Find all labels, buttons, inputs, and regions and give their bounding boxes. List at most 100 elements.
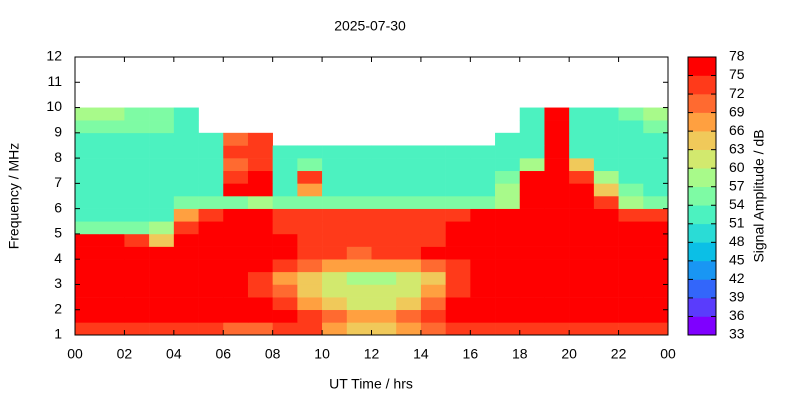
heatmap-cell [569,233,595,247]
heatmap-cell [618,284,644,298]
heatmap-cell [445,259,471,273]
heatmap-cell [149,246,175,260]
colorbar-band [688,57,716,76]
x-axis-label: UT Time / hrs [329,376,413,392]
heatmap-cell [593,233,619,247]
heatmap-cell [124,284,150,298]
heatmap-cell [519,271,545,285]
colorbar-band [688,242,716,262]
heatmap-cell [470,158,496,172]
heatmap-cell [593,132,619,146]
y-tick-label: 8 [54,149,62,165]
heatmap-cell [297,183,323,197]
heatmap-cell [593,309,619,323]
heatmap-cell [371,271,397,285]
heatmap-cell [124,233,150,247]
heatmap-cell [544,246,570,260]
heatmap-cell [173,132,199,146]
heatmap-cell [445,309,471,323]
heatmap-cell [75,233,101,247]
heatmap-cell [223,208,249,222]
colorbar-tick-label: 33 [729,326,745,342]
heatmap-cell [247,309,273,323]
heatmap-cell [173,196,199,209]
heatmap-cell [272,297,298,311]
heatmap-cell [247,170,273,184]
heatmap-cell [643,297,669,311]
heatmap-cell [618,271,644,285]
heatmap-cell [643,120,669,134]
heatmap-cell [569,259,595,273]
heatmap-cell [297,170,323,184]
heatmap-cell [569,271,595,285]
y-tick-label: 11 [47,73,62,89]
heatmap-cell [569,221,595,235]
colorbar-tick-label: 51 [729,215,745,231]
heatmap-cell [371,297,397,311]
heatmap-cell [519,246,545,260]
heatmap-cell [618,196,644,209]
heatmap-cell [223,322,249,336]
heatmap-cell [593,183,619,197]
heatmap-cell [322,183,348,197]
heatmap-cell [297,233,323,247]
heatmap-cell [223,158,249,172]
heatmap-cell [371,221,397,235]
heatmap-cell [322,196,348,209]
heatmap-cell [371,259,397,273]
heatmap-cell [593,246,619,260]
colorbar-band [688,279,716,299]
colorbar-band [688,205,716,225]
heatmap-cell [445,233,471,247]
heatmap-cell [124,208,150,222]
heatmap-cell [495,233,521,247]
heatmap-cell [618,246,644,260]
heatmap-cell [173,259,199,273]
y-axis-label: Frequency / MHz [6,143,22,250]
heatmap-cell [470,322,496,336]
heatmap-cell [495,297,521,311]
heatmap-cell [396,309,422,323]
heatmap-cell [124,221,150,235]
heatmap-cell [544,158,570,172]
heatmap-cell [445,170,471,184]
heatmap-cell [346,158,372,172]
x-tick-label: 10 [314,346,330,362]
heatmap-cell [396,246,422,260]
heatmap-cell [223,271,249,285]
heatmap-cell [247,158,273,172]
heatmap-cell [247,145,273,159]
heatmap-cell [297,271,323,285]
heatmap-cell [569,208,595,222]
colorbar-band [688,297,716,317]
heatmap-cell [124,309,150,323]
heatmap-cell [272,233,298,247]
heatmap-cell [272,145,298,159]
heatmap-cell [618,297,644,311]
heatmap-cell [519,107,545,121]
colorbar-band [688,223,716,243]
heatmap-cell [593,221,619,235]
heatmap-cell [173,183,199,197]
heatmap-cell [272,183,298,197]
heatmap-cell [99,284,125,298]
y-tick-label: 12 [46,48,62,64]
heatmap-cell [519,120,545,134]
heatmap-cell [149,322,175,336]
heatmap-cell [495,145,521,159]
heatmap-cell [149,233,175,247]
heatmap-cell [198,183,224,197]
heatmap-cell [173,120,199,134]
heatmap-cell [99,208,125,222]
heatmap-cell [99,309,125,323]
heatmap-cell [569,132,595,146]
heatmap-cell [198,221,224,235]
heatmap-cell [247,284,273,298]
heatmap-cell [272,221,298,235]
heatmap-cell [420,322,446,336]
heatmap-cell [247,183,273,197]
heatmap-cell [272,158,298,172]
heatmap-cell [223,309,249,323]
heatmap-cell [495,271,521,285]
